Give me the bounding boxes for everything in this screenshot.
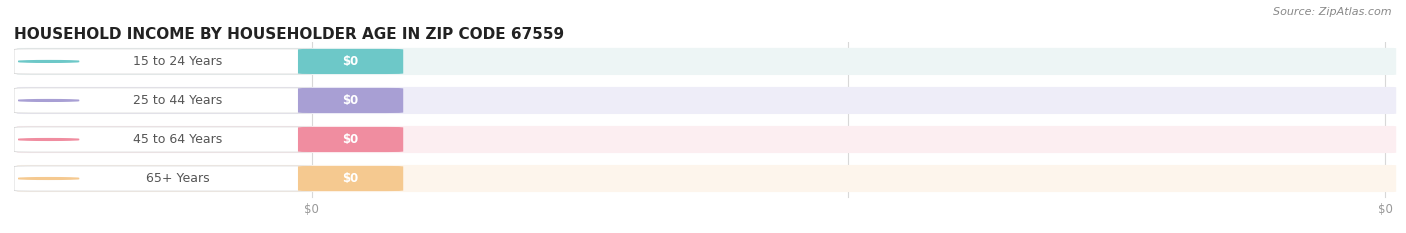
Text: $0: $0 bbox=[304, 203, 319, 216]
Text: $0: $0 bbox=[343, 55, 359, 68]
Text: 25 to 44 Years: 25 to 44 Years bbox=[134, 94, 222, 107]
FancyBboxPatch shape bbox=[17, 87, 1396, 114]
FancyBboxPatch shape bbox=[298, 166, 404, 191]
FancyBboxPatch shape bbox=[298, 127, 404, 152]
Text: $0: $0 bbox=[343, 172, 359, 185]
FancyBboxPatch shape bbox=[298, 88, 404, 113]
FancyBboxPatch shape bbox=[17, 126, 1396, 153]
Text: $0: $0 bbox=[1378, 203, 1392, 216]
Text: Source: ZipAtlas.com: Source: ZipAtlas.com bbox=[1274, 7, 1392, 17]
Text: 65+ Years: 65+ Years bbox=[146, 172, 209, 185]
Text: 15 to 24 Years: 15 to 24 Years bbox=[134, 55, 222, 68]
Circle shape bbox=[18, 139, 79, 140]
Circle shape bbox=[18, 100, 79, 101]
Text: HOUSEHOLD INCOME BY HOUSEHOLDER AGE IN ZIP CODE 67559: HOUSEHOLD INCOME BY HOUSEHOLDER AGE IN Z… bbox=[14, 27, 564, 42]
Text: $0: $0 bbox=[343, 94, 359, 107]
Text: 45 to 64 Years: 45 to 64 Years bbox=[134, 133, 222, 146]
Circle shape bbox=[18, 178, 79, 179]
FancyBboxPatch shape bbox=[14, 49, 315, 74]
FancyBboxPatch shape bbox=[298, 49, 404, 74]
FancyBboxPatch shape bbox=[17, 48, 1396, 75]
FancyBboxPatch shape bbox=[14, 166, 315, 191]
Text: $0: $0 bbox=[343, 133, 359, 146]
FancyBboxPatch shape bbox=[14, 127, 315, 152]
FancyBboxPatch shape bbox=[17, 165, 1396, 192]
FancyBboxPatch shape bbox=[14, 88, 315, 113]
Circle shape bbox=[18, 61, 79, 62]
